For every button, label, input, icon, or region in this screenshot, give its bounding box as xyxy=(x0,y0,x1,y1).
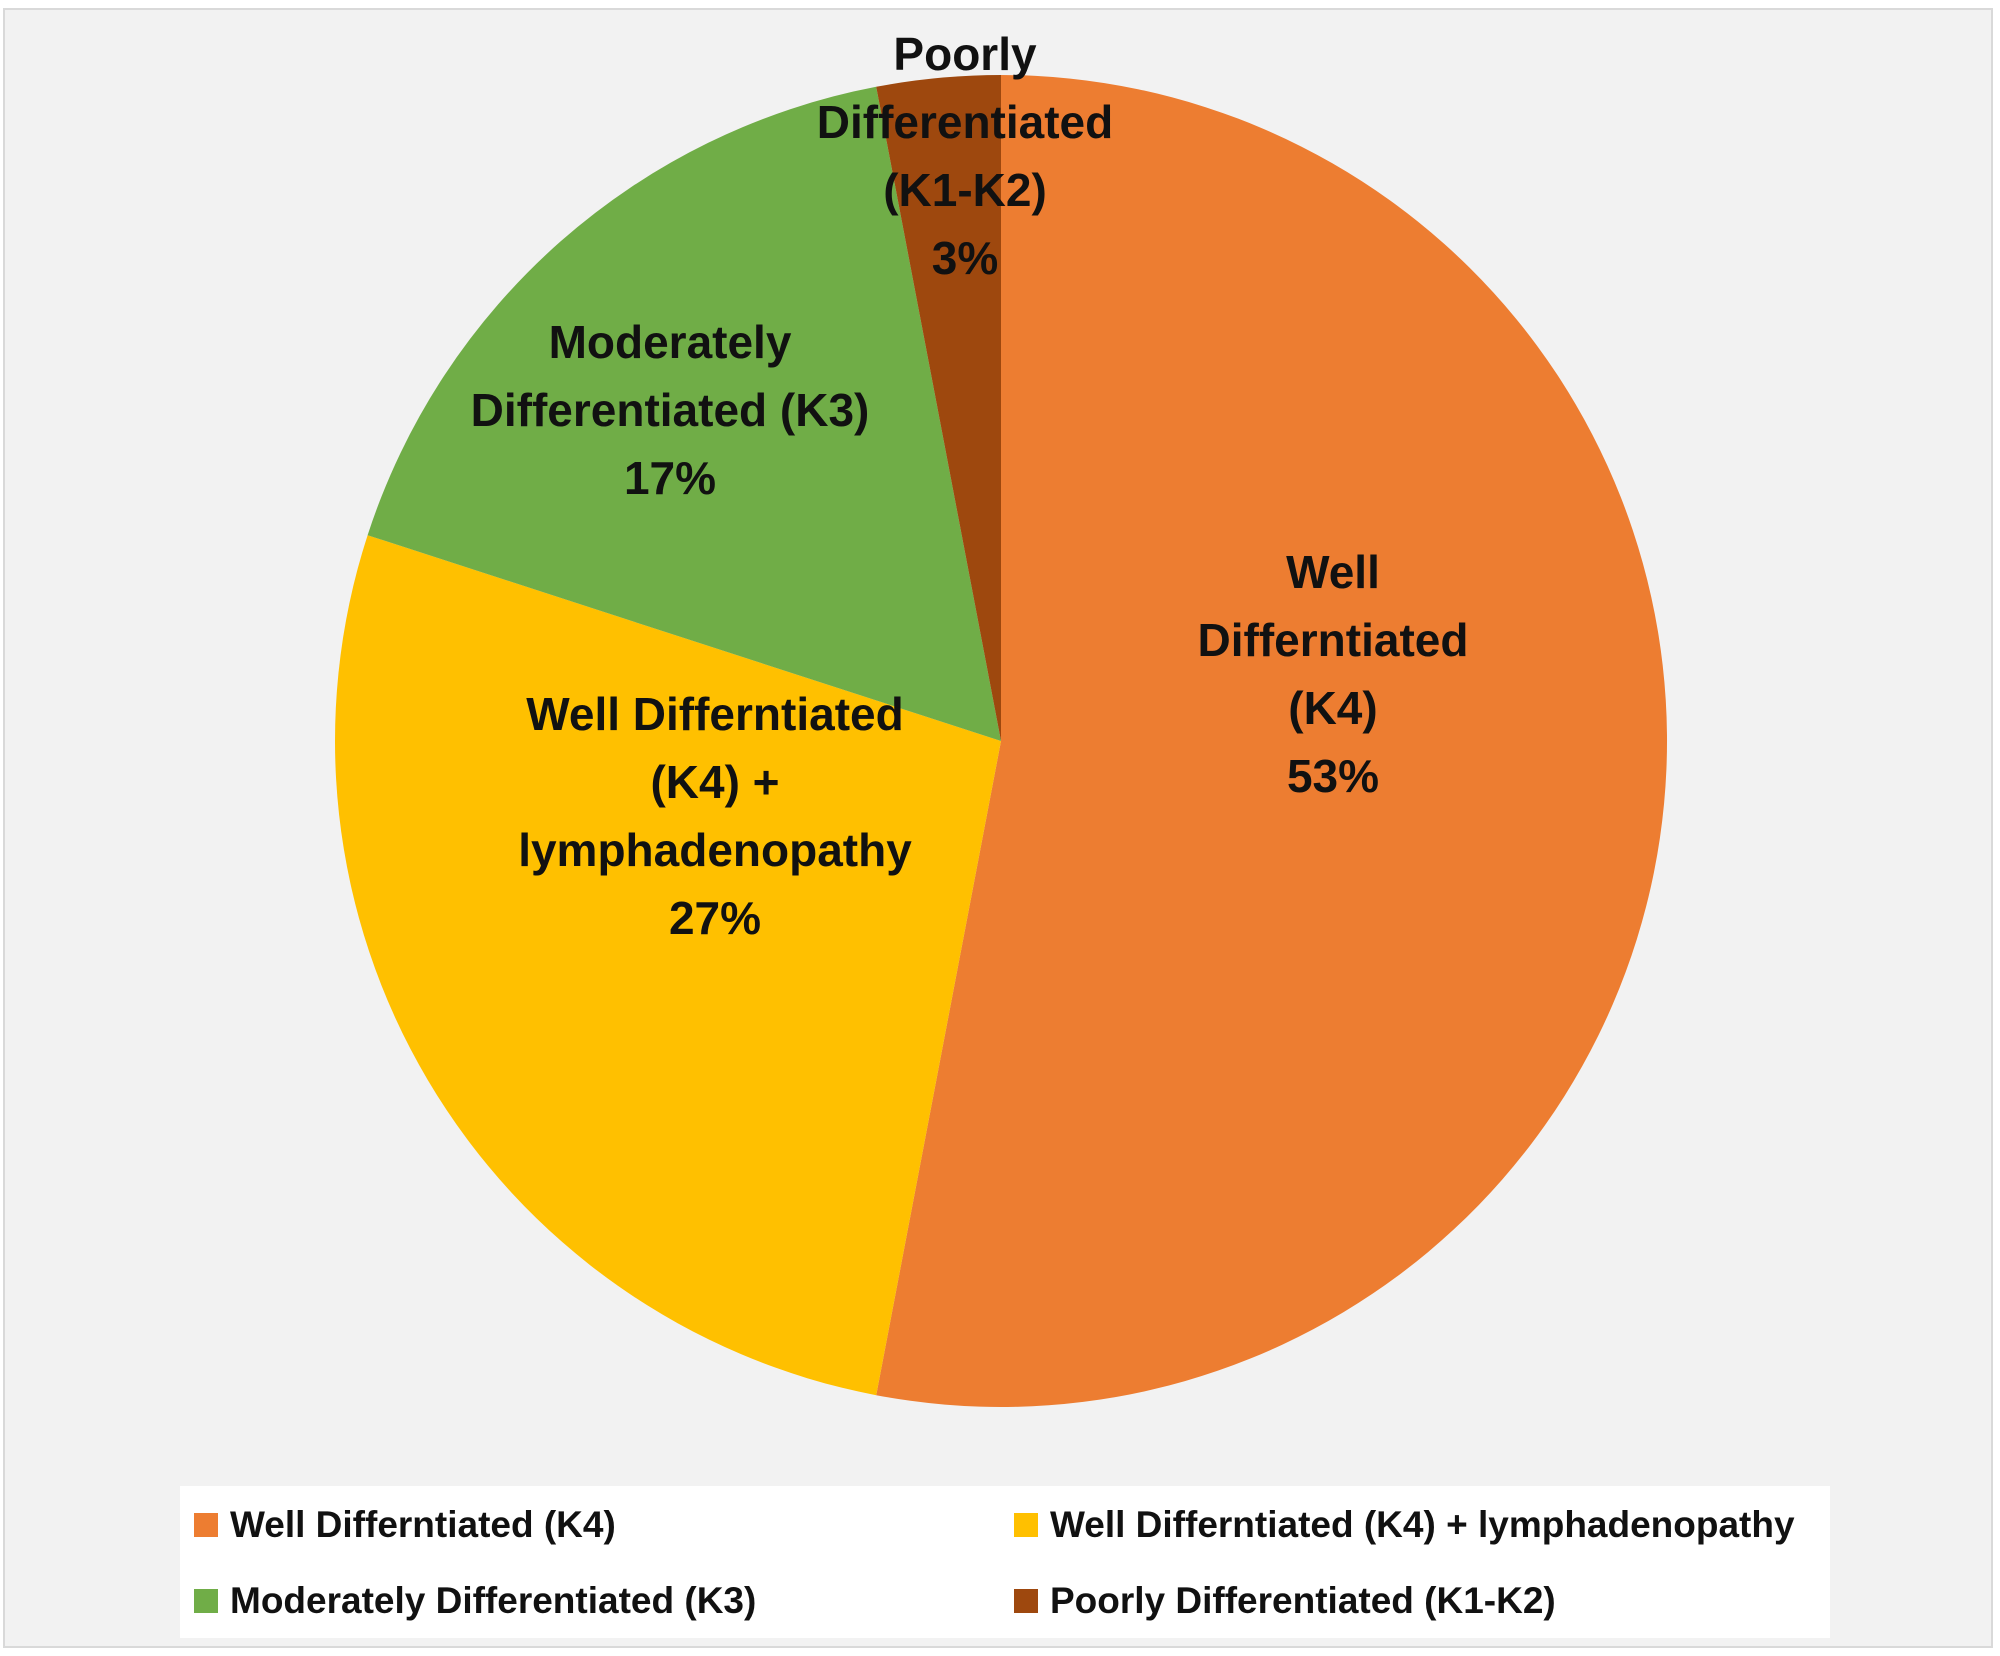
data-label-0: Well Differntiated (K4) 53% xyxy=(1198,546,1469,802)
data-label-line: Moderately xyxy=(549,316,792,368)
data-label-line: 17% xyxy=(624,452,716,504)
legend-swatch xyxy=(1014,1513,1038,1537)
legend-item-well-differentiated-k4: Well Differntiated (K4) xyxy=(194,1504,616,1546)
data-label-line: (K4) xyxy=(1288,682,1377,734)
legend-label: Well Differntiated (K4) + lymphadenopath… xyxy=(1050,1504,1795,1545)
legend-label: Poorly Differentiated (K1-K2) xyxy=(1050,1580,1556,1621)
legend-label: Moderately Differentiated (K3) xyxy=(230,1580,757,1621)
legend-swatch xyxy=(194,1513,218,1537)
data-label-1: Well Differntiated (K4) + lymphadenopathy 2… xyxy=(518,688,912,944)
pie-data-labels: Well Differntiated (K4) 53%Well Differntiat… xyxy=(471,28,1469,944)
data-label-line: Differntiated xyxy=(1198,614,1469,666)
data-label-line: (K1-K2) xyxy=(883,164,1047,216)
data-label-line: Poorly xyxy=(893,28,1037,80)
data-label-line: 53% xyxy=(1287,750,1379,802)
legend: Well Differntiated (K4) Well Differntiat… xyxy=(180,1486,1830,1638)
pie-slices xyxy=(335,75,1668,1408)
pie-slice-0 xyxy=(876,75,1668,1408)
legend-swatch xyxy=(194,1589,218,1613)
legend-item-moderately-differentiated-k3: Moderately Differentiated (K3) xyxy=(194,1580,756,1622)
legend-item-well-differentiated-k4-lymphadenopathy: Well Differntiated (K4) + lymphadenopath… xyxy=(1014,1504,1795,1546)
legend-label: Well Differntiated (K4) xyxy=(230,1504,616,1545)
data-label-line: lymphadenopathy xyxy=(518,824,912,876)
data-label-line: Well Differntiated xyxy=(526,688,903,740)
pie-chart: Well Differntiated (K4) 53%Well Differntiat… xyxy=(335,28,1668,1408)
pie-slice-1 xyxy=(335,535,1001,1396)
data-label-line: Differentiated (K3) xyxy=(471,384,870,436)
data-label-line: Differentiated xyxy=(817,96,1113,148)
chart-area: Well Differntiated (K4) 53% Well Differntiat… xyxy=(3,8,1993,1648)
legend-swatch xyxy=(1014,1589,1038,1613)
pie-slice-3 xyxy=(876,75,1001,741)
data-label-3: Poorly Differentiated (K1-K2) 3% xyxy=(817,28,1113,284)
data-label-line: Well xyxy=(1286,546,1380,598)
data-label-line: 27% xyxy=(669,892,761,944)
legend-item-poorly-differentiated-k1-k2: Poorly Differentiated (K1-K2) xyxy=(1014,1580,1556,1622)
data-label-line: 3% xyxy=(932,232,998,284)
pie-slice-2 xyxy=(367,86,1002,742)
data-label-line: (K4) + xyxy=(650,756,779,808)
data-label-2: Moderately Differentiated (K3) 17% xyxy=(471,316,870,504)
